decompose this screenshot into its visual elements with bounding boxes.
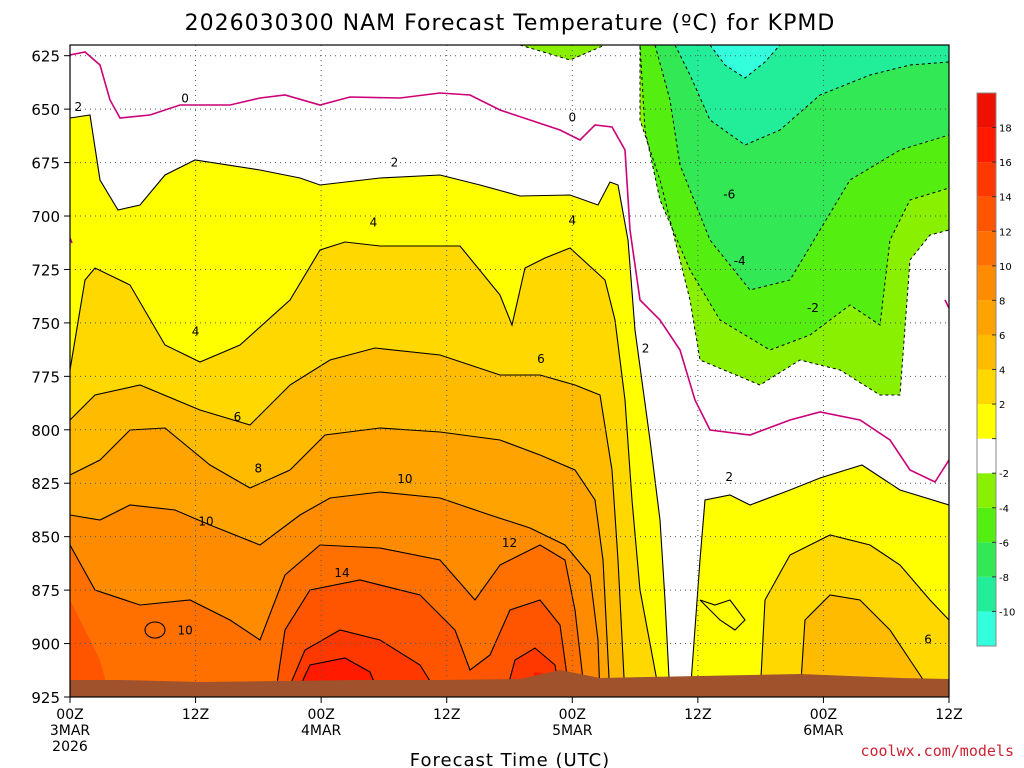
- grid-lines: [70, 45, 949, 697]
- y-tick-label: 775: [31, 368, 60, 386]
- colorbar-label: 18: [999, 124, 1012, 135]
- colorbar-swatch: [977, 404, 996, 439]
- colorbar-swatch: [977, 162, 996, 197]
- credit-text: coolwx.com/models: [860, 742, 1014, 760]
- colorbar-swatch: [977, 507, 996, 543]
- colorbar-label: 2: [999, 400, 1005, 411]
- band-6-8-right: [800, 595, 949, 697]
- colorbar-swatch: [977, 196, 996, 232]
- plot-area: [70, 45, 949, 697]
- colorbar-swatch: [977, 542, 996, 577]
- colorbar-swatch: [977, 473, 996, 508]
- contour-label: 12: [502, 536, 517, 550]
- x-tick-date: 5MAR: [552, 723, 593, 739]
- y-tick-label: 725: [31, 261, 60, 279]
- x-tick-label: 00Z: [559, 707, 586, 723]
- colorbar-swatch: [977, 369, 996, 405]
- x-tick-label: 00Z: [56, 707, 83, 723]
- contour-label: 2: [725, 470, 733, 484]
- band-neg10-neg8: [710, 45, 780, 78]
- contour-lines-negative: [519, 45, 949, 396]
- x-tick-label: 00Z: [307, 707, 334, 723]
- contour-label: 6: [537, 352, 545, 366]
- colorbar-swatch: [977, 300, 996, 335]
- x-tick-year: 2026: [52, 739, 88, 755]
- colorbar-swatch: [977, 93, 996, 128]
- contour-label: 2: [75, 100, 83, 114]
- y-tick-label: 900: [31, 636, 60, 654]
- contour-label: 10: [397, 472, 412, 486]
- y-tick-label: 675: [31, 155, 60, 173]
- colorbar-label: -2: [999, 469, 1009, 480]
- terrain: [70, 670, 949, 697]
- colorbar-label: -8: [999, 573, 1009, 584]
- y-tick-label: 825: [31, 475, 60, 493]
- colorbar: -10 -8 -6 -4 -2 2 4 6 8 10 12 14 16 18: [976, 92, 1015, 647]
- x-axis-label: Forecast Time (UTC): [410, 750, 610, 768]
- contour-label: -4: [734, 254, 746, 268]
- y-tick-label: 800: [31, 422, 60, 440]
- band-14-16-left: [70, 600, 110, 697]
- colorbar-label: 16: [999, 158, 1012, 169]
- contour-label: 4: [192, 324, 200, 338]
- contour-lines: [70, 114, 949, 697]
- colorbar-label: 8: [999, 296, 1005, 307]
- colorbar-label: -6: [999, 538, 1009, 549]
- y-tick-label: 750: [31, 315, 60, 333]
- contour-label: 6: [234, 410, 242, 424]
- plot-frame: [69, 44, 950, 698]
- colorbar-swatch: [977, 231, 996, 266]
- x-tick-label: 12Z: [684, 707, 711, 723]
- x-tick-label: 12Z: [935, 707, 962, 723]
- colorbar-swatch: [977, 265, 996, 301]
- contour-label: 4: [568, 213, 576, 227]
- colorbar-swatch: [977, 334, 996, 370]
- y-tick-label: 625: [31, 48, 60, 66]
- x-tick-date: 6MAR: [803, 723, 844, 739]
- y-tick-label: 850: [31, 529, 60, 547]
- contour-label: 0: [568, 111, 576, 125]
- y-tick-label: 925: [31, 689, 60, 707]
- colorbar-swatch: [977, 576, 996, 612]
- contour-label: 14: [334, 566, 349, 580]
- contour-label: -2: [807, 301, 819, 315]
- contour-label: 0: [181, 91, 189, 105]
- chart-title: 2026030300 NAM Forecast Temperature (ºC)…: [185, 11, 836, 36]
- colorbar-label: 10: [999, 262, 1012, 273]
- x-tick-label: 00Z: [810, 707, 837, 723]
- colorbar-swatch: [977, 438, 996, 474]
- colorbar-swatch: [977, 611, 996, 646]
- contour-labels: 0 0 2 2 4 4 4 6 6 8 10 10 12 14 10 2 2 -6 -4 -2 6: [75, 91, 932, 646]
- x-tick-label: 12Z: [433, 707, 460, 723]
- x-tick-date: 3MAR: [50, 723, 91, 739]
- y-tick-label: 700: [31, 208, 60, 226]
- colorbar-label: -10: [999, 607, 1015, 618]
- colorbar-swatch: [977, 127, 996, 163]
- colorbar-label: 6: [999, 331, 1005, 342]
- contour-label: 10: [198, 515, 213, 529]
- colorbar-label: -4: [999, 504, 1009, 515]
- colorbar-label: 12: [999, 227, 1012, 238]
- contour-label: -6: [723, 188, 735, 202]
- colorbar-label: 14: [999, 193, 1012, 204]
- contour-label: 8: [255, 461, 263, 475]
- contour-label: 2: [391, 156, 399, 170]
- colorbar-label: 4: [999, 366, 1005, 377]
- x-tick-label: 12Z: [182, 707, 209, 723]
- contour-label: 10: [177, 624, 192, 638]
- contour-label: 4: [370, 215, 378, 229]
- y-tick-label: 875: [31, 582, 60, 600]
- contour-label: 6: [924, 632, 932, 646]
- x-tick-date: 4MAR: [301, 723, 342, 739]
- y-tick-label: 650: [31, 101, 60, 119]
- contour-label: 2: [642, 342, 650, 356]
- y-axis: 625 650 675 700 725 750 775 800 825 850 875 900 925: [31, 48, 70, 707]
